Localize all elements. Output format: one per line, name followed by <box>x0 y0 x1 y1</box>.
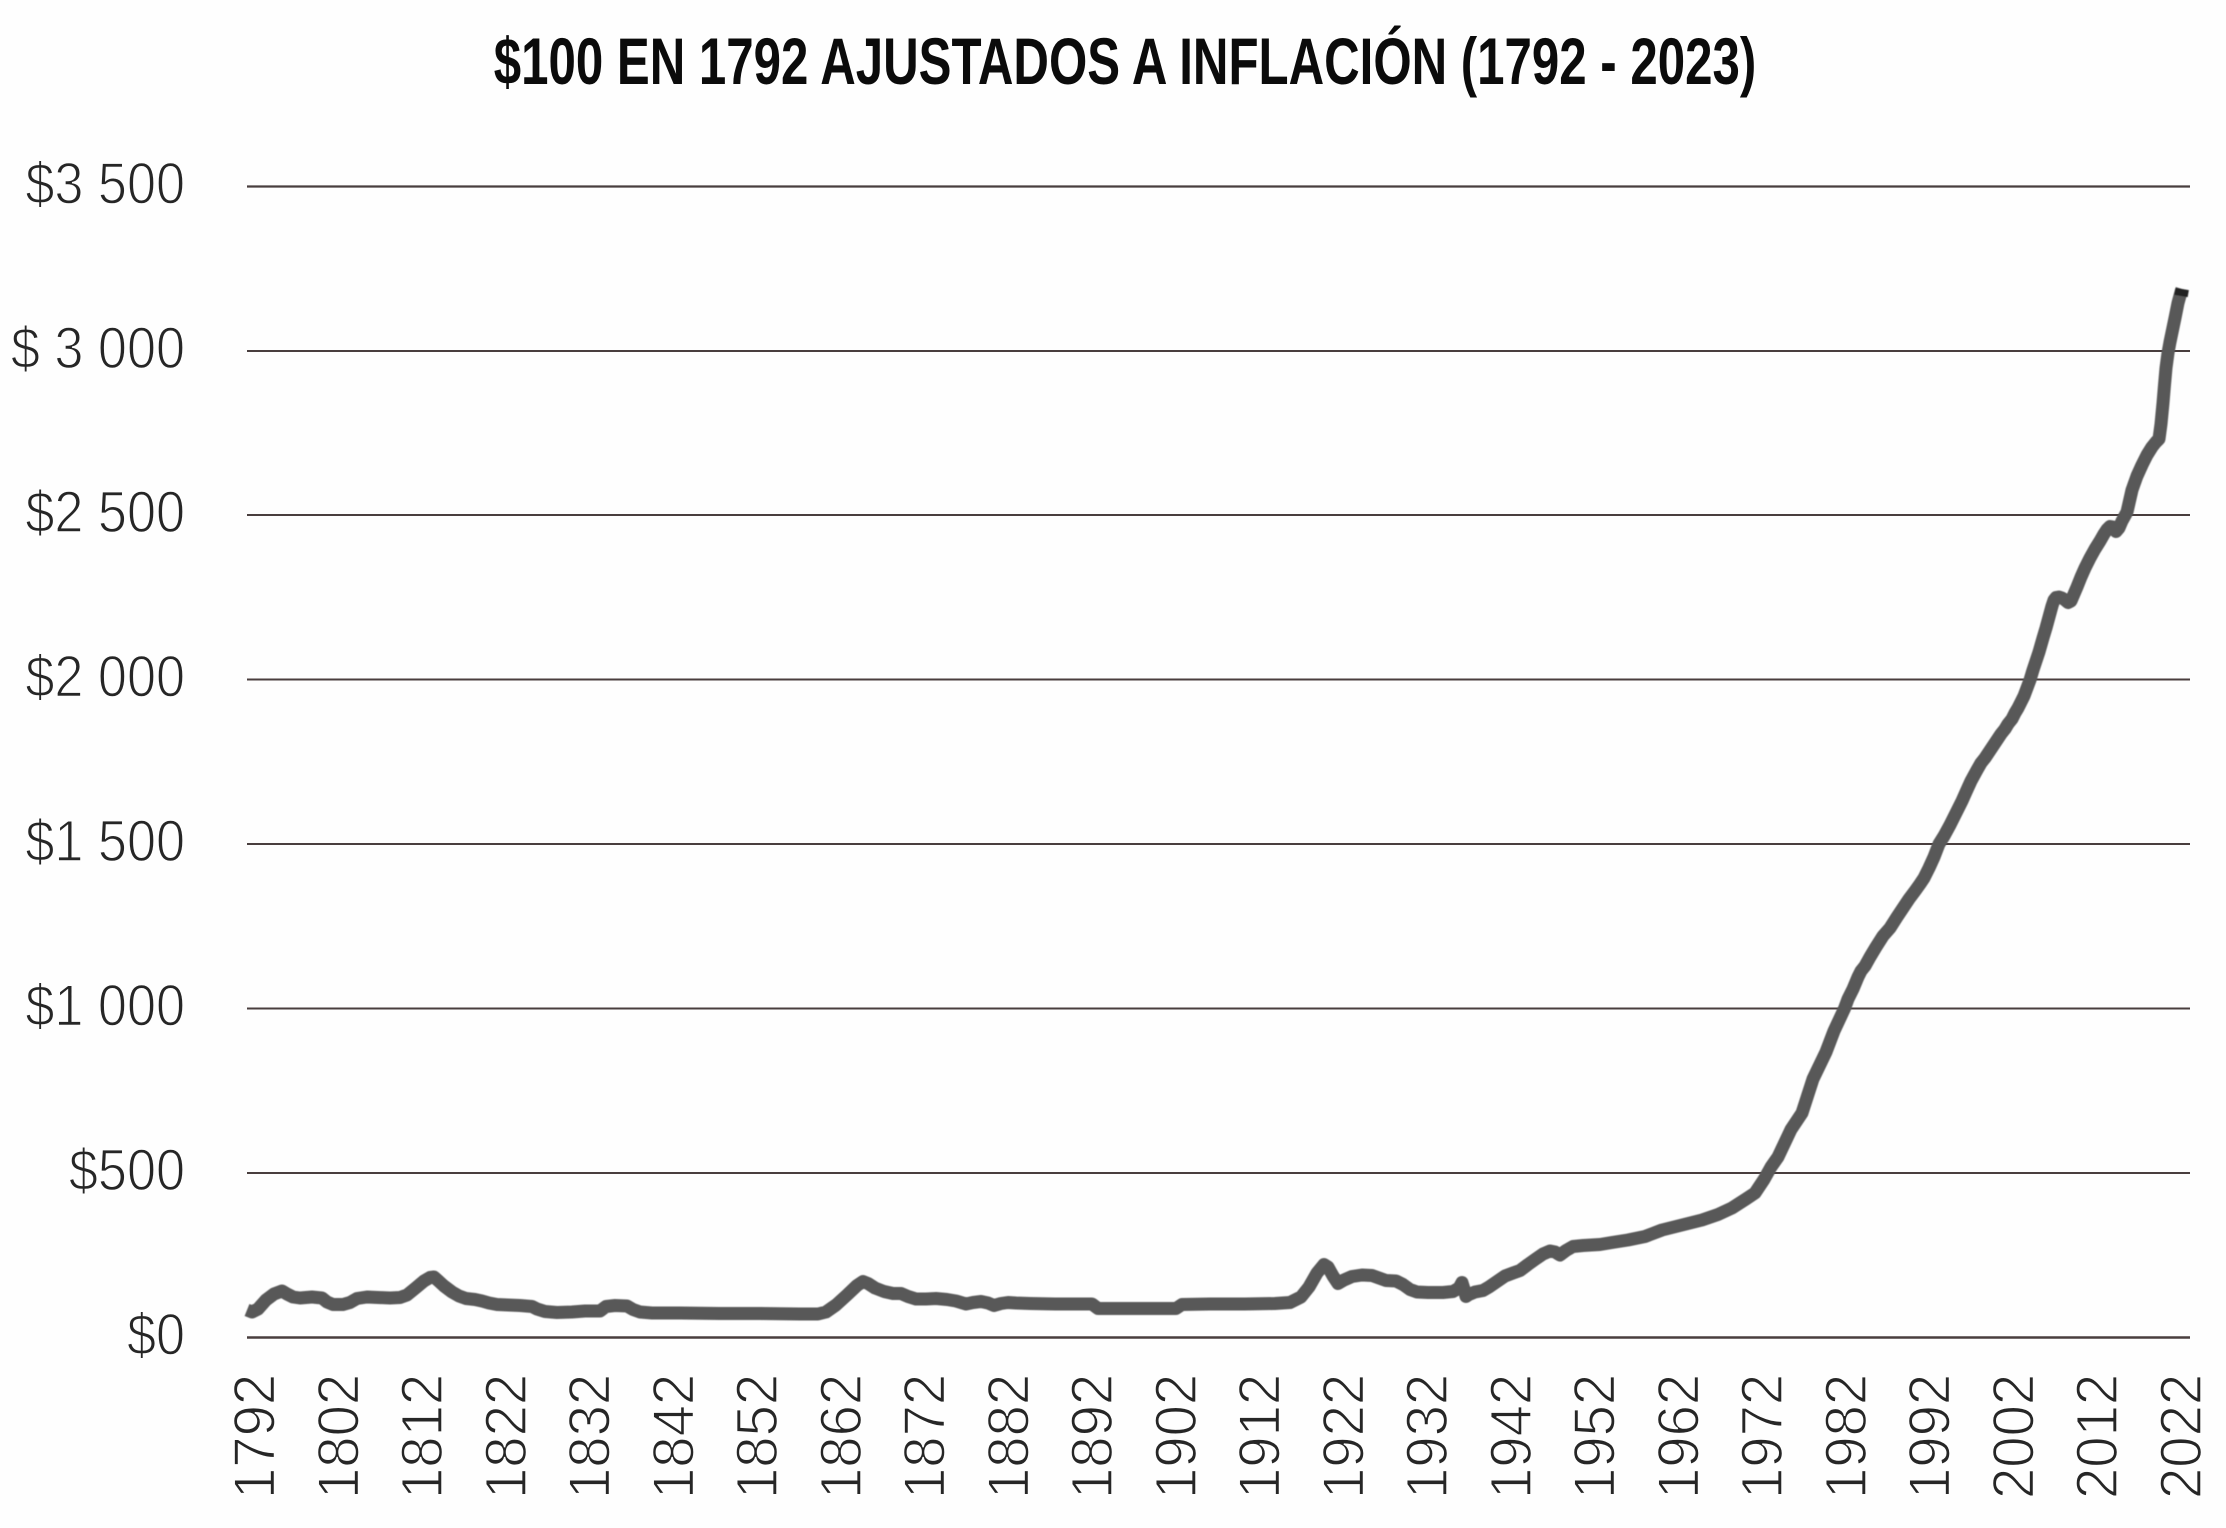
svg-text:$1 500: $1 500 <box>25 808 185 873</box>
svg-text:$3 500: $3 500 <box>25 151 185 216</box>
svg-text:1882: 1882 <box>977 1374 1042 1499</box>
svg-text:$2 000: $2 000 <box>25 644 185 709</box>
svg-text:1892: 1892 <box>1060 1374 1125 1499</box>
svg-text:1842: 1842 <box>642 1374 707 1499</box>
svg-text:$2 500: $2 500 <box>25 479 185 544</box>
svg-text:1832: 1832 <box>558 1374 623 1499</box>
svg-text:1872: 1872 <box>893 1374 958 1499</box>
svg-text:$1 000: $1 000 <box>25 973 185 1038</box>
svg-text:$ 3 000: $ 3 000 <box>11 315 185 380</box>
svg-text:1852: 1852 <box>725 1374 790 1499</box>
svg-text:1912: 1912 <box>1228 1374 1293 1499</box>
svg-text:1982: 1982 <box>1814 1374 1879 1499</box>
svg-text:1932: 1932 <box>1395 1374 1460 1499</box>
svg-text:$500: $500 <box>69 1137 185 1202</box>
svg-text:1942: 1942 <box>1479 1374 1544 1499</box>
svg-text:$0: $0 <box>127 1302 185 1367</box>
svg-text:1802: 1802 <box>307 1374 372 1499</box>
svg-text:1992: 1992 <box>1898 1374 1963 1499</box>
svg-text:1792: 1792 <box>223 1374 288 1499</box>
svg-text:1822: 1822 <box>474 1374 539 1499</box>
svg-text:2012: 2012 <box>2065 1374 2130 1499</box>
svg-text:1952: 1952 <box>1563 1374 1628 1499</box>
svg-text:1922: 1922 <box>1312 1374 1377 1499</box>
svg-text:1972: 1972 <box>1730 1374 1795 1499</box>
svg-text:1962: 1962 <box>1647 1374 1712 1499</box>
svg-text:2022: 2022 <box>2149 1374 2214 1499</box>
svg-text:1902: 1902 <box>1144 1374 1209 1499</box>
svg-text:1812: 1812 <box>390 1374 455 1499</box>
svg-text:2002: 2002 <box>1982 1374 2047 1499</box>
svg-text:1862: 1862 <box>809 1374 874 1499</box>
